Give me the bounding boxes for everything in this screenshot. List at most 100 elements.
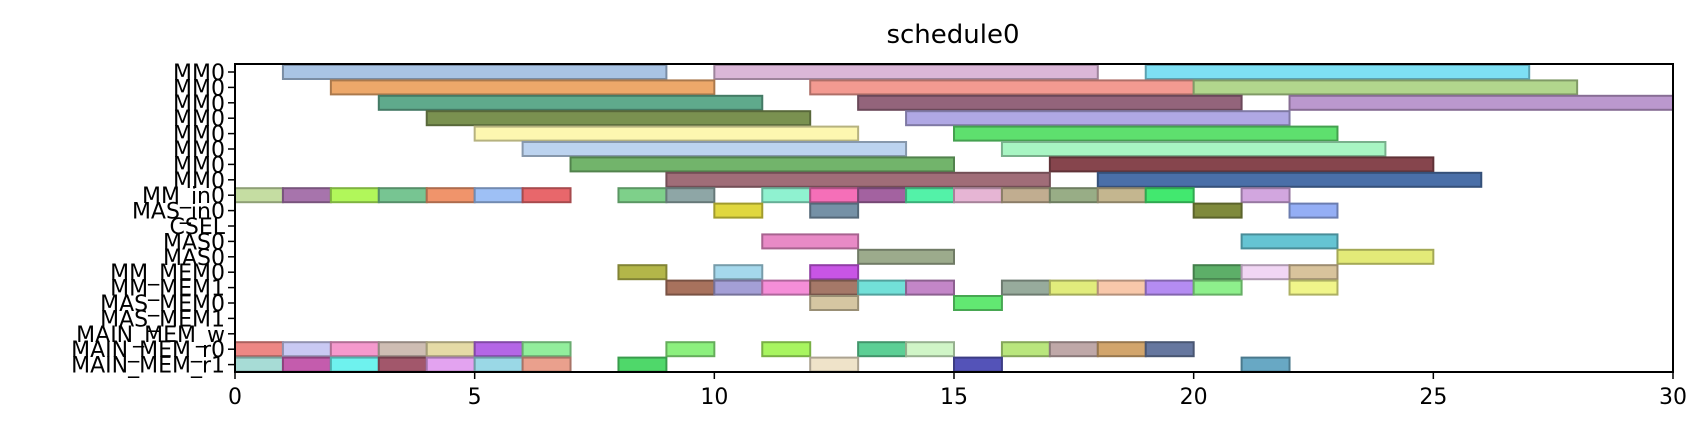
task-bar-78 (1048, 341, 1099, 358)
x-tick-label-3: 15 (940, 385, 968, 410)
task-bar-43 (1240, 233, 1339, 250)
task-bar-4 (809, 79, 1195, 96)
task-bar-84 (377, 356, 428, 373)
task-bar-13 (521, 141, 908, 157)
task-bar-41 (1288, 202, 1339, 219)
task-bar-25 (521, 187, 572, 204)
task-bar-33 (1000, 187, 1051, 204)
task-bar-52 (665, 279, 716, 296)
y-tick-label-5: MM0 (173, 138, 225, 163)
task-bar-2 (1144, 64, 1531, 80)
task-bar-64 (809, 295, 860, 311)
task-bar-70 (425, 341, 476, 358)
task-bar-76 (905, 341, 955, 358)
task-bar-83 (329, 356, 380, 373)
task-bar-86 (473, 356, 524, 373)
task-bar-67 (281, 341, 332, 358)
task-bar-15 (569, 156, 955, 173)
task-bar-20 (281, 187, 332, 204)
task-bar-59 (1048, 279, 1099, 296)
task-bar-82 (281, 356, 332, 373)
task-bar-54 (761, 279, 812, 296)
task-bar-1 (713, 64, 1099, 80)
task-bar-8 (1288, 94, 1674, 111)
task-bar-12 (953, 125, 1339, 142)
y-axis: MM0MM0MM0MM0MM0MM0MM0MM0MM_in0MAS_in0CSE… (71, 61, 235, 379)
task-bar-51 (1288, 264, 1339, 281)
task-bar-5 (1192, 79, 1579, 96)
task-bar-6 (377, 94, 764, 111)
task-bar-38 (713, 202, 764, 219)
task-bar-57 (905, 279, 955, 296)
y-tick-label-12: MAS0 (163, 246, 225, 271)
task-bar-23 (425, 187, 476, 204)
chart-title: schedule0 (886, 20, 1019, 50)
task-bar-37 (1240, 187, 1291, 204)
task-bar-81 (234, 356, 284, 373)
task-bar-61 (1144, 279, 1195, 296)
task-bar-65 (953, 295, 1003, 311)
y-tick-label-1: MM0 (173, 76, 225, 101)
task-bar-91 (1240, 356, 1291, 373)
y-tick-label-18: MAIN_MEM_r0 (71, 338, 225, 363)
task-bar-0 (281, 64, 668, 80)
task-bar-74 (761, 341, 812, 358)
y-tick-label-2: MM0 (173, 92, 225, 117)
task-bar-26 (617, 187, 668, 204)
task-bar-39 (809, 202, 860, 219)
task-bar-11 (473, 125, 860, 142)
task-bar-66 (234, 341, 284, 358)
y-tick-label-13: MM_MEM0 (110, 261, 225, 286)
task-bar-85 (425, 356, 476, 373)
task-bar-40 (1192, 202, 1243, 219)
task-bar-80 (1144, 341, 1195, 358)
task-bar-10 (905, 110, 1291, 127)
task-bar-90 (953, 356, 1003, 373)
task-bar-36 (1144, 187, 1195, 204)
task-bar-55 (809, 279, 860, 296)
task-bar-79 (1096, 341, 1147, 358)
task-bar-72 (521, 341, 572, 358)
task-bar-18 (1096, 171, 1483, 188)
y-tick-label-4: MM0 (173, 123, 225, 148)
task-bar-58 (1000, 279, 1051, 296)
task-bar-77 (1000, 341, 1051, 358)
task-bar-32 (953, 187, 1003, 204)
x-tick-label-6: 30 (1659, 385, 1687, 410)
task-bar-88 (617, 356, 668, 373)
task-bar-17 (665, 171, 1051, 188)
y-tick-label-6: MM0 (173, 153, 225, 178)
task-bar-48 (809, 264, 860, 281)
y-tick-label-17: MAIN_MEM_w (76, 323, 225, 348)
x-tick-label-5: 25 (1419, 385, 1447, 410)
task-bar-34 (1048, 187, 1099, 204)
task-bar-28 (761, 187, 812, 204)
y-tick-label-14: MM_MEM1 (110, 277, 225, 302)
y-tick-label-8: MM_in0 (142, 184, 225, 209)
task-bar-31 (905, 187, 955, 204)
task-bar-35 (1096, 187, 1147, 204)
x-tick-label-2: 10 (700, 385, 728, 410)
task-bars (234, 64, 1674, 373)
task-bar-87 (521, 356, 572, 373)
task-bar-56 (857, 279, 908, 296)
task-bar-30 (857, 187, 908, 204)
task-bar-50 (1240, 264, 1291, 281)
task-bar-89 (809, 356, 860, 373)
task-bar-9 (425, 110, 812, 127)
task-bar-3 (329, 79, 716, 96)
task-bar-49 (1192, 264, 1243, 281)
task-bar-24 (473, 187, 524, 204)
task-bar-62 (1192, 279, 1243, 296)
task-bar-7 (857, 94, 1243, 111)
task-bar-27 (665, 187, 716, 204)
y-tick-label-15: MAS_MEM0 (100, 292, 225, 317)
task-bar-73 (665, 341, 716, 358)
task-bar-44 (857, 248, 956, 265)
task-bar-69 (377, 341, 428, 358)
y-tick-label-3: MM0 (173, 107, 225, 132)
task-bar-16 (1048, 156, 1435, 173)
x-tick-label-1: 5 (468, 385, 482, 410)
task-bar-21 (329, 187, 380, 204)
